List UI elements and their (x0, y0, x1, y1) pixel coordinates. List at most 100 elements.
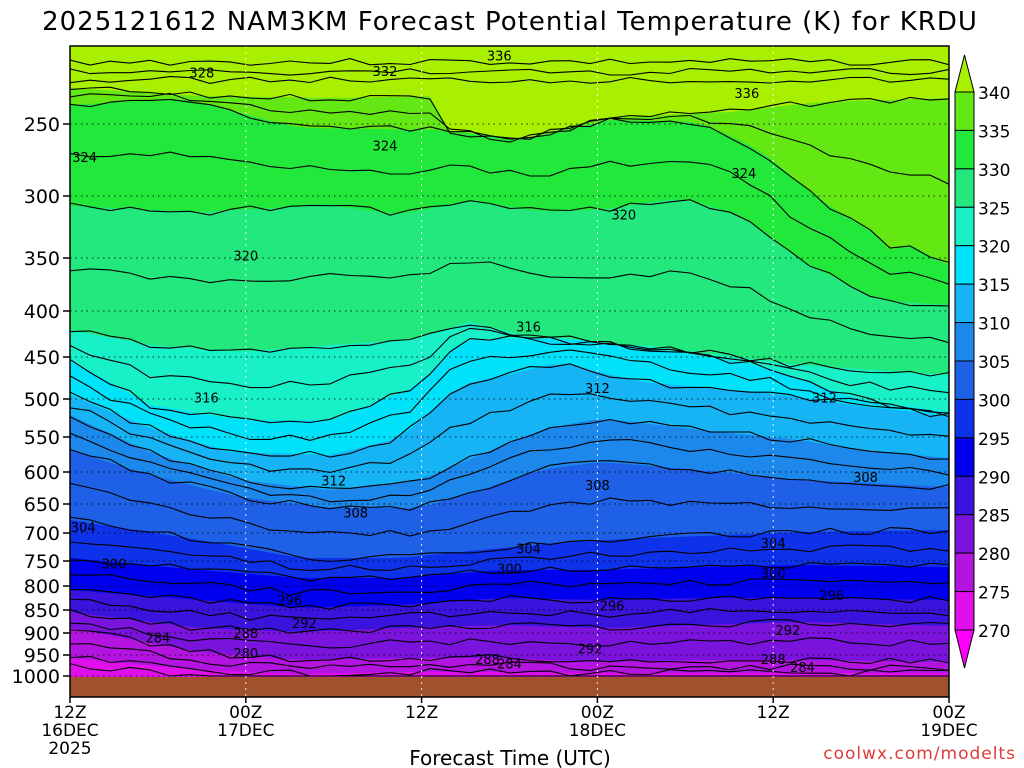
colorbar-label: 270 (978, 622, 1010, 642)
colorbar-label: 300 (978, 391, 1010, 411)
isotherm-label: 300 (497, 563, 522, 578)
colorbar-swatch (954, 360, 975, 400)
temperature-bands (70, 46, 949, 697)
isotherm-line (70, 58, 949, 66)
isotherm-line (70, 67, 949, 76)
colorbar-swatch (954, 245, 975, 285)
colorbar-swatch (954, 322, 975, 362)
isotherm-label: 320 (611, 209, 636, 224)
colorbar-label: 325 (978, 199, 1010, 219)
isotherm-line (70, 608, 949, 634)
isotherm-label: 300 (761, 567, 786, 582)
colorbar-swatch (954, 168, 975, 208)
pressure-tick-label: 1000 (12, 666, 60, 688)
pressure-tick-label: 950 (24, 645, 60, 667)
isotherm-label: 296 (600, 600, 625, 615)
isotherm-line (70, 151, 949, 285)
colorbar-swatch (954, 91, 975, 131)
isotherm-label: 316 (516, 321, 541, 336)
isotherm-label: 308 (853, 471, 878, 486)
isotherm-label: 312 (812, 391, 837, 406)
time-tick-label: 12Z (53, 703, 86, 723)
isotherm-label: 328 (189, 67, 214, 82)
colorbar-bottom-arrow (954, 629, 975, 669)
pressure-tick-label: 400 (24, 301, 60, 323)
time-tick-label: 00Z (581, 703, 614, 723)
isotherm-label: 324 (373, 140, 398, 155)
grid-lines (70, 46, 949, 697)
time-tick-label: 12Z (757, 703, 790, 723)
pressure-tick-label: 900 (24, 623, 60, 645)
isotherm-line (70, 393, 949, 474)
pressure-axis: 2503003504004505005506006507007508008509… (12, 114, 70, 688)
isotherm-label: 332 (373, 65, 398, 80)
pressure-tick-label: 300 (24, 186, 60, 208)
isotherm-line (70, 92, 949, 185)
ground-layer (70, 677, 949, 697)
isotherm-line (70, 324, 949, 377)
x-axis-label: Forecast Time (UTC) (409, 746, 611, 768)
pressure-tick-label: 600 (24, 462, 60, 484)
isotherm-label: 292 (775, 624, 800, 639)
isotherm-line (70, 327, 949, 394)
isotherm-line (70, 363, 949, 458)
colorbar-swatch (954, 283, 975, 324)
pressure-tick-label: 250 (24, 114, 60, 136)
isotherm-label: 296 (277, 594, 302, 609)
isotherm-line (70, 432, 949, 503)
isotherm-line (70, 655, 949, 677)
colorbar-swatch (954, 514, 975, 554)
isotherm-label: 336 (734, 87, 759, 102)
colorbar-label: 295 (978, 430, 1010, 450)
isotherm-label: 312 (585, 382, 610, 397)
colorbar-label: 315 (978, 276, 1010, 296)
plot-frame (69, 45, 950, 698)
time-tick-label: 12Z (405, 703, 438, 723)
isotherm-line (70, 482, 949, 537)
isotherm-line (70, 559, 949, 582)
isotherm-line (70, 448, 949, 511)
isotherm-label: 288 (233, 627, 258, 642)
colorbar-label: 285 (978, 507, 1010, 527)
time-tick-label: 18DEC (569, 721, 626, 741)
colorbar-label: 320 (978, 238, 1010, 258)
isotherm-line (70, 261, 949, 344)
colorbar-swatch (954, 475, 975, 516)
isotherm-label: 308 (343, 507, 368, 522)
isotherm-line (70, 541, 949, 572)
isotherm-label: 312 (321, 474, 346, 489)
isotherm-line (70, 349, 949, 441)
isotherm-label: 308 (585, 479, 610, 494)
pressure-tick-label: 500 (24, 389, 60, 411)
colorbar-label: 275 (978, 584, 1010, 604)
plot-area: 336 336 332 328 324 324 324 320 320 316 316 312 312 3… (70, 46, 949, 697)
isotherm-line (70, 589, 949, 610)
isotherm-label: 324 (731, 167, 756, 182)
isotherm-label: 304 (761, 537, 786, 552)
time-tick-label: 19DEC (920, 721, 977, 741)
time-tick-label: 17DEC (217, 721, 274, 741)
colorbar-label: 310 (978, 315, 1010, 335)
colorbar-label: 340 (978, 84, 1010, 104)
pressure-tick-label: 850 (24, 600, 60, 622)
isotherm-label: 304 (71, 521, 96, 536)
pressure-tick-label: 750 (24, 551, 60, 573)
colorbar: 270 275 280 285 290 295 300 305 310 315 320 325 330 3… (954, 54, 1010, 669)
isotherm-label: 284 (497, 657, 522, 672)
time-tick-label: 16DEC (41, 721, 98, 741)
isotherm-line (70, 86, 949, 140)
isotherm-label: 320 (233, 250, 258, 265)
ground-surface (70, 677, 949, 697)
isotherm-label: 304 (516, 543, 541, 558)
pressure-tick-label: 450 (24, 347, 60, 369)
time-tick-label: 2025 (48, 739, 91, 759)
isotherm-label: 284 (790, 661, 815, 676)
colorbar-label: 280 (978, 545, 1010, 565)
colorbar-swatch (954, 437, 975, 477)
colorbar-label: 335 (978, 122, 1010, 142)
credit-text: coolwx.com/modelts (823, 744, 1016, 764)
isotherm-line (70, 622, 949, 649)
isotherm-lines (70, 58, 949, 677)
